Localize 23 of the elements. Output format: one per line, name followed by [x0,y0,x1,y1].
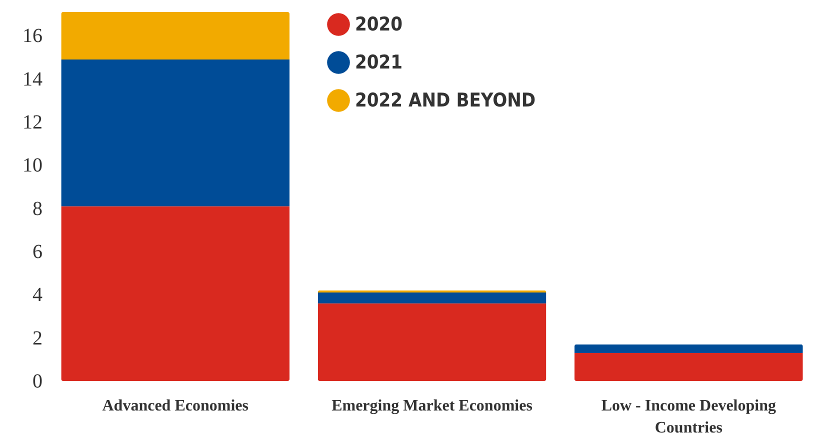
bar [318,292,546,304]
y-tick-label: 16 [22,25,42,48]
y-tick-label: 0 [32,370,42,392]
bar [61,12,290,60]
bar [61,206,290,381]
legend-label: 2020 [355,14,403,36]
bar [318,290,546,293]
y-tick-label: 8 [32,198,42,220]
y-tick-label: 2 [32,327,42,350]
y-tick-label: 12 [22,112,42,134]
legend-label: 2022 AND BEYOND [355,90,536,112]
bar [574,352,803,381]
legend-label: 2021 [355,52,403,74]
y-tick-label: 6 [32,241,42,264]
y-tick-label: 14 [22,68,42,90]
x-tick-label: Low - Income Developing Countries [601,398,776,436]
x-tick-label: Advanced Economies [102,398,248,414]
x-tick-label: Emerging Market Economies [332,398,532,414]
y-tick-label: 10 [22,154,42,177]
bar [61,59,290,206]
bar [574,344,803,353]
bar [318,303,546,381]
y-tick-label: 4 [32,284,42,306]
